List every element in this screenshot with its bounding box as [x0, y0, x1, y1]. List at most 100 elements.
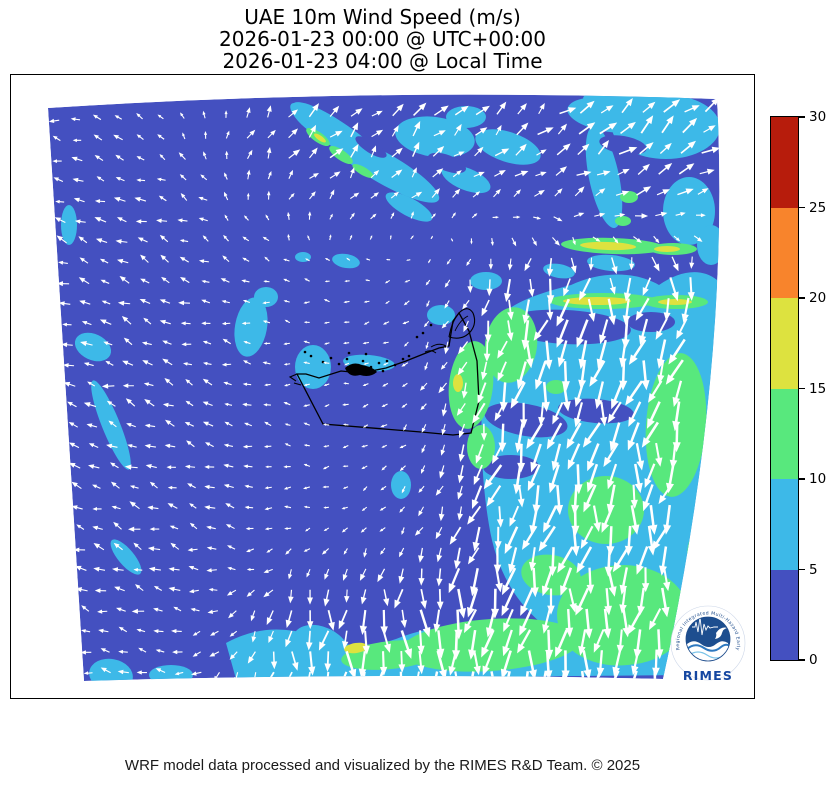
wind-arrow: [628, 339, 647, 365]
wind-arrow: [369, 235, 373, 240]
wind-arrow: [398, 651, 406, 673]
field-patch: [663, 177, 715, 245]
wind-arrow: [169, 525, 179, 530]
colorbar-tick-mark: [799, 387, 805, 390]
wind-arrow: [164, 443, 176, 449]
wind-arrow: [536, 149, 547, 156]
wind-arrow: [68, 422, 78, 428]
wind-arrow: [647, 401, 661, 429]
wind-arrow: [263, 589, 274, 598]
wind-arrow: [555, 166, 567, 176]
wind-arrow: [671, 256, 679, 272]
wind-arrow: [360, 527, 367, 533]
wind-arrow: [493, 547, 502, 574]
field-patch: [424, 343, 447, 354]
wind-arrow: [656, 339, 667, 369]
wind-arrow: [468, 547, 480, 565]
wind-arrow: [342, 630, 349, 650]
wind-arrow: [362, 383, 369, 386]
wind-arrow: [167, 485, 177, 490]
wind-arrow: [304, 278, 310, 282]
wind-arrow: [265, 214, 270, 221]
wind-arrow: [631, 649, 640, 676]
wind-arrow: [567, 443, 581, 470]
wind-arrow: [159, 154, 166, 161]
wind-arrow: [576, 170, 592, 177]
wind-arrow: [551, 443, 562, 471]
wind-arrow: [322, 465, 330, 470]
wind-arrow: [329, 171, 341, 179]
wind-arrow: [242, 402, 252, 407]
wind-arrow: [661, 115, 674, 134]
wind-arrow: [467, 588, 479, 618]
wind-arrow: [209, 651, 220, 657]
wind-arrow: [506, 320, 514, 342]
wind-arrow: [483, 341, 491, 362]
wind-arrow: [145, 464, 157, 469]
wind-arrow: [53, 177, 64, 182]
wind-arrow: [68, 462, 81, 469]
wind-arrow: [266, 147, 272, 159]
wind-arrow: [247, 651, 256, 664]
field-patch: [421, 331, 425, 335]
wind-arrow: [288, 149, 301, 159]
wind-arrow: [338, 609, 348, 630]
field-patch: [74, 332, 112, 362]
wind-arrow: [629, 257, 635, 271]
wind-arrow: [362, 486, 368, 492]
wind-arrow: [680, 140, 696, 154]
wind-arrow: [83, 362, 94, 367]
wind-arrow: [324, 258, 330, 261]
wind-arrow: [555, 485, 564, 516]
logo-wordmark: RIMES: [683, 668, 733, 683]
wind-arrow: [649, 505, 658, 535]
wind-arrow: [607, 298, 616, 326]
wind-arrow: [318, 630, 330, 651]
field-patch: [385, 359, 389, 363]
wind-arrow: [266, 190, 271, 200]
wind-arrow: [452, 630, 461, 661]
wind-arrow: [342, 486, 349, 489]
wind-arrow: [456, 403, 466, 416]
wind-arrow: [473, 464, 483, 485]
colorbar-band-20-25: [771, 207, 798, 298]
wind-arrow: [572, 237, 576, 246]
wind-arrow: [604, 588, 612, 616]
wind-arrow: [586, 463, 599, 493]
wind-arrow: [390, 191, 399, 199]
wind-arrow: [112, 567, 124, 572]
wind-arrow: [360, 589, 367, 605]
wind-arrow: [359, 568, 367, 581]
wind-arrow: [494, 170, 506, 177]
wind-arrow: [615, 190, 630, 196]
colorbar-tick-label: 20: [809, 290, 827, 306]
wind-arrow: [118, 626, 127, 633]
wind-arrow: [472, 402, 486, 424]
wind-arrow: [221, 321, 231, 326]
wind-arrow: [604, 546, 613, 577]
wind-arrow: [538, 103, 545, 115]
wind-arrow: [559, 107, 577, 115]
wind-arrow: [438, 506, 445, 522]
field-patch: [385, 192, 433, 222]
wind-arrow: [178, 300, 190, 306]
wind-arrow: [229, 630, 238, 637]
wind-arrow: [406, 259, 411, 261]
field-patch: [353, 363, 357, 367]
wind-arrow: [266, 610, 274, 625]
wind-arrow: [350, 143, 359, 158]
wind-arrow: [156, 177, 166, 182]
wind-arrow: [413, 102, 427, 116]
colorbar-tick-label: 5: [809, 561, 818, 578]
field-patch: [454, 315, 469, 332]
wind-arrow: [663, 504, 672, 535]
wind-arrow: [562, 381, 571, 412]
wind-arrow: [444, 300, 450, 309]
wind-arrow: [156, 218, 168, 223]
wind-arrow: [687, 277, 695, 301]
wind-arrow: [538, 402, 546, 426]
wind-arrow: [126, 423, 136, 428]
wind-arrow: [627, 422, 640, 451]
wind-arrow: [475, 127, 488, 136]
wind-arrow: [103, 341, 113, 346]
